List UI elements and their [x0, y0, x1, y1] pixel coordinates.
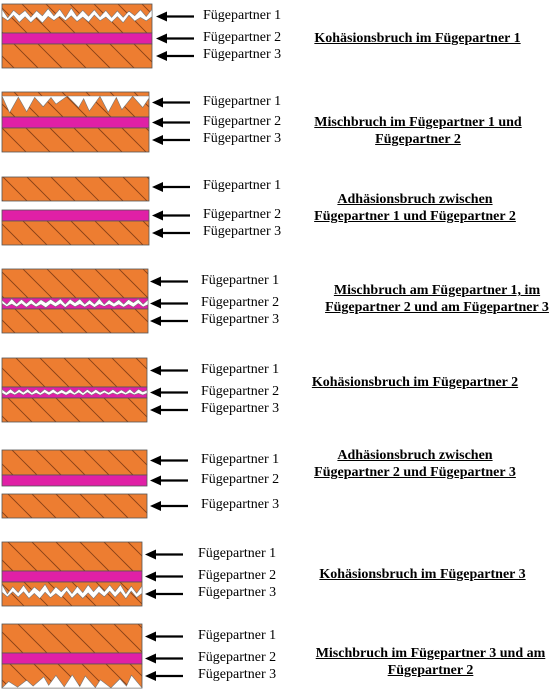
arrow-head-icon [156, 51, 167, 61]
caption-case-1: Kohäsionsbruch im Fügepartner 1 [314, 31, 521, 46]
arrow-head-icon [152, 182, 163, 192]
label-fuegepartner-3: Fügepartner 3 [203, 224, 282, 239]
arrow-head-icon [152, 117, 163, 128]
caption-case-8: Mischbruch im Fügepartner 3 und am Fügep… [315, 646, 546, 678]
label-fuegepartner-3: Fügepartner 3 [198, 667, 277, 682]
arrow-head-icon [150, 276, 161, 287]
fuegepartner-1-layer [1, 268, 149, 299]
label-fuegepartner-1: Fügepartner 1 [203, 7, 282, 23]
fuegepartner-3-layer [1, 127, 150, 153]
arrow-head-icon [145, 631, 156, 642]
fuegepartner-1-layer [1, 176, 150, 202]
arrow-head-icon [150, 501, 161, 511]
label-fuegepartner-1: Fügepartner 1 [198, 627, 277, 643]
label-fuegepartner-2: Fügepartner 2 [198, 567, 277, 583]
arrow-head-icon [152, 97, 163, 108]
fuegepartner-3-layer [1, 308, 149, 334]
case-5 [1, 357, 188, 423]
label-fuegepartner-3: Fügepartner 3 [203, 131, 282, 146]
fracture-region [1, 95, 150, 114]
arrow-head-icon [145, 549, 156, 560]
label-fuegepartner-1: Fügepartner 1 [201, 272, 280, 288]
label-fuegepartner-2: Fügepartner 2 [201, 471, 280, 487]
label-fuegepartner-2: Fügepartner 2 [201, 383, 280, 399]
arrow-head-icon [145, 671, 156, 681]
label-fuegepartner-3: Fügepartner 3 [201, 312, 280, 327]
arrow-head-icon [150, 405, 161, 415]
case-7 [1, 541, 183, 607]
fuegepartner-2-layer [1, 209, 150, 222]
fuegepartner-3-layer [1, 43, 153, 69]
arrow-head-icon [152, 135, 163, 145]
arrow-head-icon [156, 11, 167, 22]
fuegepartner-3-layer [1, 493, 148, 519]
fracture-region [1, 674, 143, 689]
caption-case-5: Kohäsionsbruch im Fügepartner 2 [311, 375, 519, 390]
arrow-head-icon [150, 475, 161, 486]
label-fuegepartner-2: Fügepartner 2 [201, 294, 280, 310]
fuegepartner-2-layer [1, 116, 150, 129]
arrow-head-icon [150, 455, 161, 466]
fuegepartner-1-layer [1, 449, 148, 476]
label-fuegepartner-3: Fügepartner 3 [203, 47, 282, 62]
case-6 [1, 449, 188, 519]
arrow-head-icon [150, 387, 161, 398]
label-fuegepartner-1: Fügepartner 1 [203, 93, 282, 109]
fuegepartner-2-layer [1, 474, 148, 487]
label-fuegepartner-1: Fügepartner 1 [201, 451, 280, 467]
label-fuegepartner-1: Fügepartner 1 [203, 178, 282, 193]
label-fuegepartner-2: Fügepartner 2 [203, 113, 282, 129]
arrow-head-icon [156, 33, 167, 44]
arrow-head-icon [150, 316, 161, 326]
fuegepartner-1-layer [1, 357, 148, 388]
fracture-line [1, 7, 153, 24]
case-3 [1, 176, 190, 246]
label-fuegepartner-1: Fügepartner 1 [198, 545, 277, 561]
case-2 [1, 91, 190, 153]
fracture-line [1, 583, 143, 600]
label-fuegepartner-3: Fügepartner 3 [198, 585, 277, 600]
caption-case-7: Kohäsionsbruch im Fügepartner 3 [319, 567, 526, 582]
arrow-head-icon [145, 653, 156, 664]
label-fuegepartner-3: Fügepartner 3 [201, 497, 280, 512]
label-fuegepartner-3: Fügepartner 3 [201, 401, 280, 416]
fracture-line [1, 388, 148, 396]
caption-case-6: Adhäsionsbruch zwischen Fügepartner 2 un… [314, 448, 516, 480]
fuegepartner-2-layer [1, 652, 143, 665]
caption-case-4: Mischbruch am Fügepartner 1, im Fügepart… [325, 283, 549, 315]
arrow-head-icon [145, 589, 156, 599]
arrow-head-icon [145, 571, 156, 582]
arrow-head-icon [152, 210, 163, 221]
case-4 [1, 268, 188, 334]
label-fuegepartner-2: Fügepartner 2 [203, 206, 282, 222]
fracture-line [1, 298, 149, 308]
fuegepartner-3-layer [1, 220, 150, 246]
arrow-head-icon [150, 298, 161, 309]
case-1 [1, 3, 194, 69]
fuegepartner-2-layer [1, 570, 143, 583]
label-fuegepartner-2: Fügepartner 2 [203, 29, 282, 45]
arrow-head-icon [150, 365, 161, 376]
arrow-head-icon [152, 228, 163, 238]
case-8 [1, 623, 183, 689]
label-fuegepartner-1: Fügepartner 1 [201, 361, 280, 377]
caption-case-3: Adhäsionsbruch zwischen Fügepartner 1 un… [314, 192, 516, 224]
fuegepartner-1-layer [1, 623, 143, 654]
label-fuegepartner-2: Fügepartner 2 [198, 649, 277, 665]
fuegepartner-1-layer [1, 541, 143, 572]
caption-case-2: Mischbruch im Fügepartner 1 und Fügepart… [314, 115, 522, 147]
fuegepartner-3-layer [1, 397, 148, 423]
fuegepartner-2-layer [1, 32, 153, 45]
